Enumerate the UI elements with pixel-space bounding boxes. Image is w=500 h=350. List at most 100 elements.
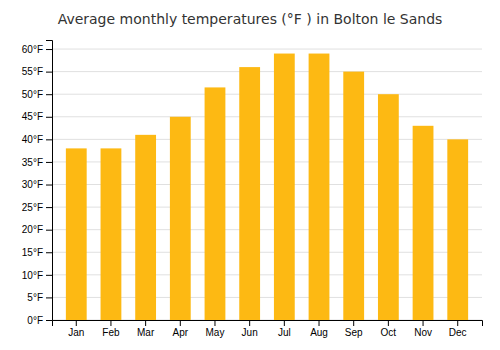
x-tick: Jul	[278, 320, 291, 338]
x-tick-mark	[110, 320, 111, 326]
x-tick-mark	[249, 320, 250, 326]
x-tick: Mar	[137, 320, 155, 338]
bar	[239, 67, 260, 320]
y-tick: 45°F	[22, 111, 52, 122]
y-tick: 60°F	[22, 44, 52, 55]
x-tick: May	[206, 320, 225, 338]
x-tick: Aug	[310, 320, 328, 338]
y-tick-label: 20°F	[22, 224, 43, 235]
y-tick: 30°F	[22, 179, 52, 190]
y-tick-mark	[46, 230, 52, 231]
x-axis-line	[53, 321, 483, 327]
grid-line	[52, 71, 482, 72]
x-tick-label: Jul	[278, 327, 291, 338]
x-tick: Jan	[68, 320, 84, 338]
y-tick-mark	[46, 185, 52, 186]
y-tick-label: 50°F	[22, 89, 43, 100]
grid-line	[52, 49, 482, 50]
y-axis: 0°F 5°F 10°F 15°F 20°F 25°F 30°F 35°F 40°F 45°F 50…	[22, 41, 53, 326]
y-tick-label: 35°F	[22, 157, 43, 168]
bar	[66, 148, 87, 320]
bar	[378, 94, 399, 320]
chart: 0°F 5°F 10°F 15°F 20°F 25°F 30°F 35°F 40°F 45°F 50…	[0, 0, 500, 350]
y-tick-label: 25°F	[22, 202, 43, 213]
y-tick: 5°F	[27, 292, 52, 303]
y-tick-mark	[46, 162, 52, 163]
x-tick: Apr	[173, 320, 189, 338]
x-tick-label: Apr	[173, 327, 189, 338]
x-tick-label: May	[206, 327, 225, 338]
y-tick-mark	[46, 207, 52, 208]
y-tick: 55°F	[22, 66, 52, 77]
y-tick: 0°F	[27, 315, 52, 326]
x-tick: Oct	[381, 320, 397, 338]
bar	[170, 117, 191, 320]
y-tick: 10°F	[22, 270, 52, 281]
bars	[66, 54, 468, 320]
y-tick-mark	[46, 72, 52, 73]
x-tick-label: Feb	[102, 327, 120, 338]
x-tick-label: Mar	[137, 327, 155, 338]
x-tick: Feb	[102, 320, 120, 338]
y-axis-line	[46, 41, 53, 321]
x-tick-mark	[284, 320, 285, 326]
x-tick-label: Jun	[242, 327, 258, 338]
bar	[413, 126, 434, 320]
x-tick-mark	[319, 320, 320, 326]
y-tick-label: 60°F	[22, 44, 43, 55]
x-tick-label: Nov	[414, 327, 432, 338]
grid-line	[52, 94, 482, 95]
y-tick-label: 45°F	[22, 111, 43, 122]
y-tick-mark	[46, 49, 52, 50]
plot-area: 0°F 5°F 10°F 15°F 20°F 25°F 30°F 35°F 40°F 45°F 50…	[22, 41, 483, 339]
x-tick-mark	[145, 320, 146, 326]
x-tick-label: Aug	[310, 327, 328, 338]
y-tick: 25°F	[22, 202, 52, 213]
bar	[274, 54, 295, 320]
x-tick-mark	[457, 320, 458, 326]
x-tick-label: Oct	[381, 327, 397, 338]
y-tick: 20°F	[22, 224, 52, 235]
x-axis: Jan Feb Mar Apr May Jun Jul Aug Sep Oct Nov Dec	[53, 320, 483, 338]
x-tick-mark	[180, 320, 181, 326]
x-tick-label: Jan	[68, 327, 84, 338]
y-tick: 35°F	[22, 157, 52, 168]
grid-line	[52, 116, 482, 117]
y-tick: 50°F	[22, 89, 52, 100]
x-tick-mark	[353, 320, 354, 326]
y-tick-mark	[46, 94, 52, 95]
y-tick: 15°F	[22, 247, 52, 258]
x-tick-label: Sep	[345, 327, 363, 338]
x-tick: Sep	[345, 320, 363, 338]
x-tick-mark	[388, 320, 389, 326]
x-tick: Dec	[449, 320, 467, 338]
y-tick-label: 0°F	[27, 315, 43, 326]
x-tick-mark	[214, 320, 215, 326]
bar	[343, 72, 364, 320]
y-tick-mark	[46, 297, 52, 298]
y-tick-label: 30°F	[22, 179, 43, 190]
x-tick-mark	[76, 320, 77, 326]
y-tick-label: 40°F	[22, 134, 43, 145]
y-tick-label: 15°F	[22, 247, 43, 258]
y-tick: 40°F	[22, 134, 52, 145]
y-tick-label: 55°F	[22, 66, 43, 77]
y-tick-mark	[46, 139, 52, 140]
y-tick-label: 10°F	[22, 270, 43, 281]
y-tick-mark	[46, 320, 52, 321]
x-tick: Jun	[242, 320, 258, 338]
y-tick-mark	[46, 252, 52, 253]
x-tick: Nov	[414, 320, 432, 338]
grid	[52, 49, 482, 320]
bar	[309, 54, 330, 320]
bar	[447, 139, 468, 320]
x-tick-label: Dec	[449, 327, 467, 338]
title: Average monthly temperatures (°F ) in Bo…	[58, 11, 443, 27]
y-tick-mark	[46, 275, 52, 276]
y-tick-label: 5°F	[27, 292, 43, 303]
bar	[205, 87, 226, 320]
bar	[135, 135, 156, 320]
y-tick-mark	[46, 117, 52, 118]
x-tick-mark	[423, 320, 424, 326]
bar	[101, 148, 122, 320]
